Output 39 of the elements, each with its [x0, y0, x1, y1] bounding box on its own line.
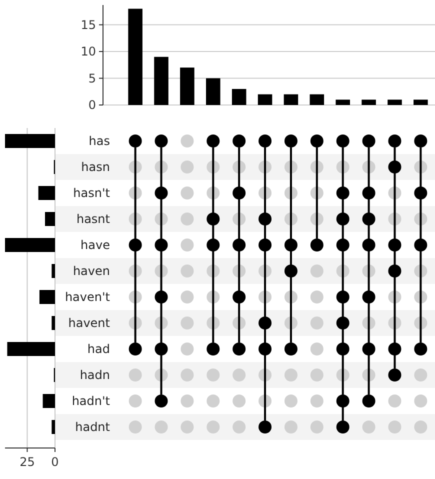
y-tick-label: 5 — [88, 71, 96, 86]
bar — [52, 264, 55, 278]
bar — [388, 100, 402, 105]
bar — [232, 88, 246, 105]
bar — [7, 342, 55, 356]
bar — [206, 78, 220, 105]
bar — [414, 100, 428, 105]
bar — [180, 68, 194, 105]
bar — [258, 94, 272, 105]
y-tick-label: had — [87, 342, 110, 356]
y-tick-label: hadn't — [72, 394, 110, 408]
y-tick-label: 15 — [80, 18, 96, 32]
bar — [52, 420, 55, 434]
y-tick-label: hasn — [81, 160, 110, 174]
bar — [284, 94, 298, 105]
bar — [38, 186, 55, 200]
bar — [39, 290, 55, 304]
bar — [154, 56, 168, 105]
bar — [52, 316, 55, 330]
y-tick-label: has — [88, 134, 110, 148]
bar — [362, 100, 376, 105]
bar — [5, 238, 55, 252]
y-tick-label: hasnt — [76, 212, 110, 226]
bar — [45, 212, 55, 226]
bar — [42, 394, 55, 408]
x-tick-label: 25 — [20, 455, 35, 469]
bar — [5, 134, 55, 148]
y-tick-label: havent — [68, 316, 110, 330]
y-tick-label: haven't — [64, 290, 110, 304]
y-tick-label: hadn — [80, 368, 110, 382]
y-tick-label: 0 — [88, 98, 96, 112]
y-tick-label: have — [80, 238, 110, 252]
y-tick-label: hadnt — [75, 420, 110, 434]
y-tick-label: hasn't — [73, 186, 110, 200]
bar — [128, 8, 142, 105]
bar — [336, 100, 350, 105]
bar — [310, 94, 324, 105]
y-tick-label: 10 — [80, 44, 96, 59]
y-tick-label: haven — [72, 264, 110, 278]
